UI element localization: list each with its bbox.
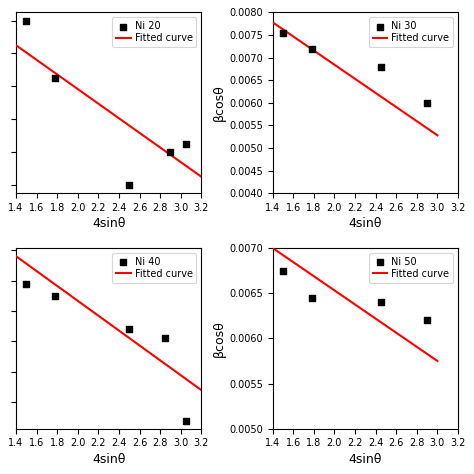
Ni 30 <box>377 63 384 70</box>
Ni 30 <box>308 45 316 52</box>
Legend: Ni 40, Fitted curve: Ni 40, Fitted curve <box>112 253 197 283</box>
Ni 50 <box>377 299 384 306</box>
X-axis label: 4sinθ: 4sinθ <box>92 453 125 465</box>
Y-axis label: βcosθ: βcosθ <box>213 320 226 357</box>
Legend: Ni 30, Fitted curve: Ni 30, Fitted curve <box>369 17 453 47</box>
Ni 50 <box>423 317 431 324</box>
Legend: Ni 20, Fitted curve: Ni 20, Fitted curve <box>112 17 197 47</box>
Ni 20 <box>126 181 133 189</box>
Ni 40 <box>126 326 133 333</box>
Ni 40 <box>51 292 59 300</box>
Ni 50 <box>279 267 287 274</box>
X-axis label: 4sinθ: 4sinθ <box>92 217 125 230</box>
Ni 30 <box>279 29 287 36</box>
Ni 20 <box>182 140 190 147</box>
Ni 50 <box>308 294 316 301</box>
Y-axis label: βcosθ: βcosθ <box>213 84 226 121</box>
Legend: Ni 50, Fitted curve: Ni 50, Fitted curve <box>369 253 453 283</box>
Ni 40 <box>182 417 190 424</box>
X-axis label: 4sinθ: 4sinθ <box>348 453 382 465</box>
Ni 20 <box>22 17 30 24</box>
Ni 40 <box>162 335 169 342</box>
X-axis label: 4sinθ: 4sinθ <box>348 217 382 230</box>
Ni 20 <box>167 148 174 156</box>
Ni 40 <box>22 280 30 287</box>
Ni 30 <box>423 99 431 107</box>
Ni 20 <box>51 74 59 82</box>
